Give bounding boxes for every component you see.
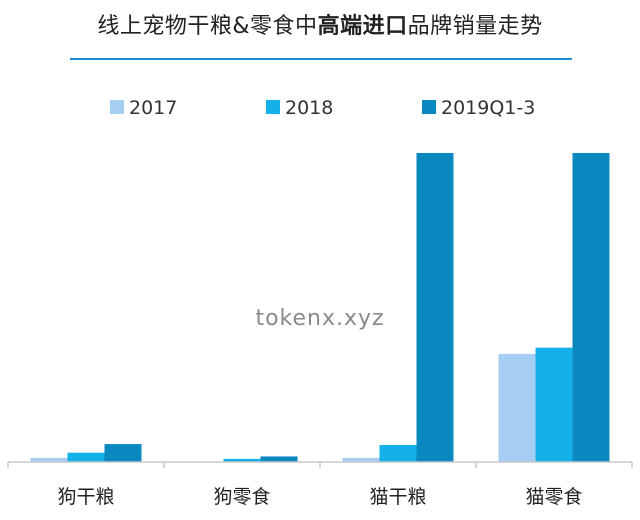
legend-label-2: 2019Q1-3 (441, 97, 535, 119)
bar-1-2 (260, 456, 298, 462)
watermark: tokenx.xyz (255, 306, 385, 331)
bar-1-1 (223, 458, 261, 462)
bar-3-2 (572, 153, 610, 462)
title-part-2: 品牌销量走势 (407, 14, 543, 39)
bar-2-1 (379, 445, 417, 462)
title-underline (70, 58, 572, 60)
bar-0-1 (67, 452, 105, 462)
chart-title: 线上宠物干粮&零食中高端进口品牌销量走势 (0, 8, 640, 40)
bar-2-0 (342, 457, 380, 462)
legend-swatch-0 (110, 100, 124, 114)
legend-swatch-1 (266, 100, 280, 114)
x-axis: 狗干粮 狗零食 猫干粮 猫零食 (7, 461, 633, 508)
title-part-0: 线上宠物干粮&零食中 (97, 14, 318, 39)
category-label-2: 猫干粮 (369, 486, 426, 508)
title-part-1: 高端进口 (317, 14, 408, 39)
bar-0-2 (104, 444, 142, 462)
legend-label-0: 2017 (129, 97, 177, 119)
bar-3-1 (535, 347, 573, 462)
legend-swatch-2 (422, 100, 436, 114)
legend: 2017 2018 2019Q1-3 (110, 97, 535, 119)
bars (30, 153, 610, 462)
category-label-1: 狗零食 (213, 486, 270, 508)
bar-2-2 (416, 153, 454, 462)
category-label-0: 狗干粮 (57, 486, 114, 508)
bar-0-0 (30, 457, 68, 462)
bar-3-0 (498, 353, 536, 462)
category-label-3: 猫零食 (525, 486, 582, 508)
legend-label-1: 2018 (285, 97, 333, 119)
